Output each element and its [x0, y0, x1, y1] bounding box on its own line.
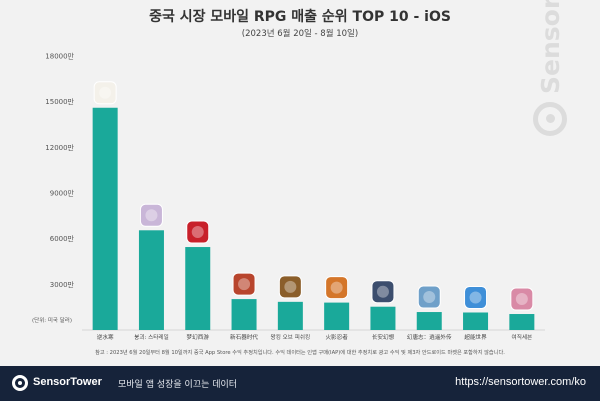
chart-title: 중국 시장 모바일 RPG 매출 순위 TOP 10 - iOS: [149, 9, 451, 25]
x-tick-label: 幻唐志：逍遥外传: [407, 333, 452, 341]
icon-detail: [284, 280, 297, 293]
y-tick-label: 9000만: [50, 189, 75, 198]
x-tick-label: 붕괴: 스타레일: [134, 333, 169, 341]
bar: [92, 107, 118, 330]
y-tick-label: 6000만: [50, 234, 75, 243]
bar-chart: 3000만 6000만 9000만 12000만 15000만 18000만 逆水寒 붕괴: …: [45, 52, 545, 341]
naruto-icon: [325, 276, 349, 300]
bar: [370, 306, 396, 330]
icon-detail: [515, 293, 528, 306]
huantang-icon: [417, 285, 441, 309]
x-tick-label: 梦幻西游: [187, 333, 210, 341]
footer-tagline: 모바일 앱 성장을 이끄는 데이터: [118, 380, 238, 390]
x-tick-label: 新石器时代: [230, 333, 258, 341]
y-tick-label: 12000만: [45, 143, 74, 152]
bar: [463, 312, 489, 330]
bar: [277, 301, 303, 330]
x-tick-label: 长安幻想: [372, 333, 395, 341]
brand-name: SensorTower: [33, 376, 102, 388]
bar: [185, 247, 211, 330]
icon-detail: [376, 285, 389, 298]
x-tick-label: 여직세븐: [512, 333, 533, 341]
icon-detail: [330, 281, 343, 294]
icon-detail: [469, 291, 482, 304]
menghuan-icon: [186, 220, 210, 244]
x-tick-label: 逆水寒: [97, 333, 114, 341]
y-tick-label: 3000만: [50, 280, 75, 289]
y-tick-label: 15000만: [45, 97, 74, 106]
chart-subtitle: (2023년 6월 20일 - 8월 10일): [241, 29, 359, 39]
icon-detail: [423, 291, 436, 304]
x-tick-label: 왕킹 오브 피쉬킹: [271, 333, 311, 341]
nishuihan-icon: [93, 81, 117, 105]
unit-note: (단위: 미국 달러): [32, 318, 73, 324]
icon-detail: [191, 226, 204, 239]
fishking-icon: [278, 275, 302, 299]
y-tick-label: 18000만: [45, 52, 74, 61]
bar: [509, 314, 535, 330]
x-tick-label: 火影忍者: [325, 333, 348, 341]
bar: [231, 299, 257, 330]
icon-detail: [99, 86, 112, 99]
starrail-icon: [139, 203, 163, 227]
x-tick-label: 超能世界: [464, 333, 487, 341]
icon-detail: [145, 209, 158, 222]
footer-site-link[interactable]: https://sensortower.com/ko: [455, 376, 586, 388]
footer-bar: SensorTower 모바일 앱 성장을 이끄는 데이터 https://se…: [0, 366, 600, 401]
chaoneng-icon: [464, 285, 488, 309]
xinshiqi-icon: [232, 272, 256, 296]
bar: [138, 230, 164, 330]
footnote: 참고 : 2023년 6월 20일부터 8월 10일까지 중국 App Stor…: [95, 350, 505, 356]
bar: [416, 312, 442, 330]
sensortower-logo-icon: [12, 375, 28, 391]
bar: [324, 302, 350, 330]
changan-icon: [371, 280, 395, 304]
girl-seven-icon: [510, 287, 534, 311]
icon-detail: [238, 278, 251, 291]
